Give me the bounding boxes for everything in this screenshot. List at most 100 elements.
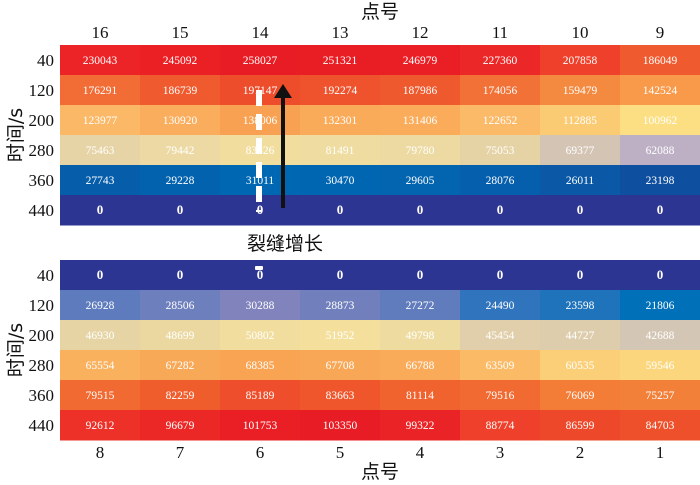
x-tick-label: 9	[656, 23, 665, 42]
heatmap-cell	[460, 410, 541, 441]
heatmap-cell	[140, 45, 221, 76]
heatmap-cell	[460, 45, 541, 76]
y-tick-label: 200	[29, 111, 55, 130]
heatmap-cell	[380, 165, 461, 196]
heatmap-cell	[620, 350, 700, 381]
y-tick-label: 200	[29, 326, 55, 345]
heatmap-cell	[220, 320, 301, 351]
x-tick-label: 5	[336, 443, 345, 462]
heatmap-cell	[300, 380, 381, 411]
heatmap-cell	[460, 290, 541, 321]
top-heatmap: 230043 245092 258027 251321 246979 227360 2078…	[29, 23, 700, 226]
x-tick-label: 13	[332, 23, 349, 42]
cell-value-label: 0	[257, 202, 264, 217]
cell-value-label: 29605	[406, 175, 435, 187]
cell-value-label: 79442	[166, 145, 195, 157]
cell-value-label: 30288	[246, 300, 275, 312]
cell-value-label: 45454	[486, 330, 515, 342]
cell-value-label: 176291	[83, 85, 118, 97]
bottom-ylabel: 时间/s	[5, 323, 27, 377]
cell-value-label: 101753	[243, 420, 278, 432]
cell-value-label: 103350	[323, 420, 358, 432]
cell-value-label: 29228	[166, 175, 195, 187]
heatmap-cell	[460, 135, 541, 166]
heatmap-cell	[460, 105, 541, 136]
heatmap-cell	[620, 45, 700, 76]
heatmap-cell	[220, 260, 301, 291]
y-tick-label: 440	[29, 416, 55, 435]
cell-value-label: 0	[497, 267, 504, 282]
heatmap-cell	[300, 320, 381, 351]
x-tick-label: 7	[176, 443, 185, 462]
x-tick-label: 4	[416, 443, 425, 462]
cell-value-label: 28873	[326, 300, 355, 312]
y-tick-label: 360	[29, 386, 55, 405]
cell-value-label: 24490	[486, 300, 515, 312]
heatmap-cell	[460, 165, 541, 196]
heatmap-cell	[140, 350, 221, 381]
x-tick-label: 16	[92, 23, 109, 42]
cell-value-label: 75257	[646, 390, 675, 402]
cell-value-label: 82259	[166, 390, 195, 402]
cell-value-label: 174056	[483, 85, 518, 97]
cell-value-label: 46930	[86, 330, 115, 342]
y-tick-label: 360	[29, 171, 55, 190]
heatmap-cell	[300, 105, 381, 136]
cell-value-label: 123977	[83, 115, 118, 127]
heatmap-cell	[620, 260, 700, 291]
heatmap-cell	[140, 75, 221, 106]
cell-value-label: 26928	[86, 300, 115, 312]
heatmap-cell	[380, 350, 461, 381]
cell-value-label: 42688	[646, 330, 675, 342]
cell-value-label: 65554	[86, 360, 115, 372]
cell-value-label: 246979	[403, 55, 438, 67]
cell-value-label: 142524	[643, 85, 678, 97]
cell-value-label: 122652	[483, 115, 518, 127]
x-tick-label: 11	[492, 23, 508, 42]
x-tick-label: 3	[496, 443, 505, 462]
heatmap-cell	[220, 380, 301, 411]
heatmap-cell	[140, 320, 221, 351]
heatmap-cell	[380, 135, 461, 166]
heatmap-cell	[140, 105, 221, 136]
heatmap-cell	[380, 410, 461, 441]
heatmap-cell	[220, 410, 301, 441]
cell-value-label: 186739	[163, 85, 198, 97]
y-tick-label: 120	[29, 81, 55, 100]
heatmap-cell	[140, 195, 221, 226]
cell-value-label: 0	[337, 202, 344, 217]
heatmap-cell	[220, 290, 301, 321]
cell-value-label: 60535	[566, 360, 595, 372]
cell-value-label: 69377	[566, 145, 595, 157]
top-ylabel: 时间/s	[5, 108, 27, 162]
cell-value-label: 48699	[166, 330, 195, 342]
heatmap-cell	[460, 320, 541, 351]
cell-value-label: 187986	[403, 85, 438, 97]
heatmap-cell	[300, 165, 381, 196]
cell-value-label: 131406	[403, 115, 438, 127]
heatmap-cell	[60, 75, 141, 106]
heatmap-cell	[380, 380, 461, 411]
heatmap-cell	[540, 320, 621, 351]
bottom-xlabel: 点号	[361, 461, 399, 483]
heatmap-cell	[620, 135, 700, 166]
cell-value-label: 59546	[646, 360, 675, 372]
heatmap-cell	[380, 45, 461, 76]
heatmap-cell	[540, 165, 621, 196]
heatmap-cell	[540, 380, 621, 411]
x-tick-label: 10	[572, 23, 589, 42]
cell-value-label: 132301	[323, 115, 358, 127]
heatmap-cell	[60, 165, 141, 196]
heatmap-cell	[300, 290, 381, 321]
heatmap-cell	[540, 410, 621, 441]
heatmap-cell	[300, 45, 381, 76]
heatmap-cell	[540, 45, 621, 76]
x-tick-label: 15	[172, 23, 189, 42]
cell-value-label: 27743	[86, 175, 115, 187]
crack-dash-mark	[255, 266, 263, 270]
cell-value-label: 30470	[326, 175, 355, 187]
cell-value-label: 159479	[563, 85, 598, 97]
heatmap-cell	[540, 260, 621, 291]
heatmap-cell	[300, 135, 381, 166]
cell-value-label: 79516	[486, 390, 515, 402]
